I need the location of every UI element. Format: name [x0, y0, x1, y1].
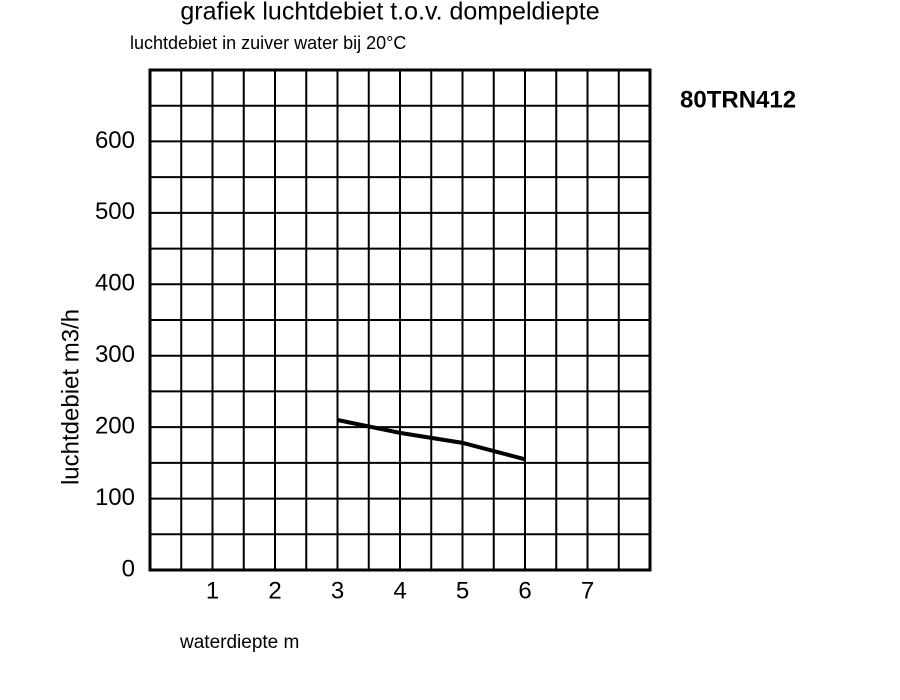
- x-tick-label: 3: [331, 577, 344, 604]
- y-tick-label: 600: [95, 127, 135, 154]
- x-tick-label: 1: [206, 577, 219, 604]
- y-axis-label: luchtdebiet m3/h: [57, 309, 84, 485]
- chart-subtitle: luchtdebiet in zuiver water bij 20°C: [130, 33, 406, 53]
- annotation: 80TRN412: [680, 86, 796, 113]
- x-axis-label: waterdiepte m: [179, 632, 299, 653]
- x-tick-label: 7: [581, 577, 594, 604]
- y-tick-label: 200: [95, 412, 135, 439]
- x-tick-label: 6: [518, 577, 531, 604]
- y-tick-label: 300: [95, 341, 135, 368]
- y-tick-label: 500: [95, 198, 135, 225]
- y-tick-label: 100: [95, 484, 135, 511]
- data-line: [337, 418, 526, 462]
- y-tick-label: 0: [122, 555, 135, 582]
- plot-frame: [148, 68, 652, 572]
- x-tick-label: 2: [268, 577, 281, 604]
- x-tick-label: 4: [393, 577, 406, 604]
- x-tick-label: 5: [456, 577, 469, 604]
- y-tick-label: 400: [95, 270, 135, 297]
- chart-title: grafiek luchtdebiet t.o.v. dompeldiepte: [180, 0, 599, 26]
